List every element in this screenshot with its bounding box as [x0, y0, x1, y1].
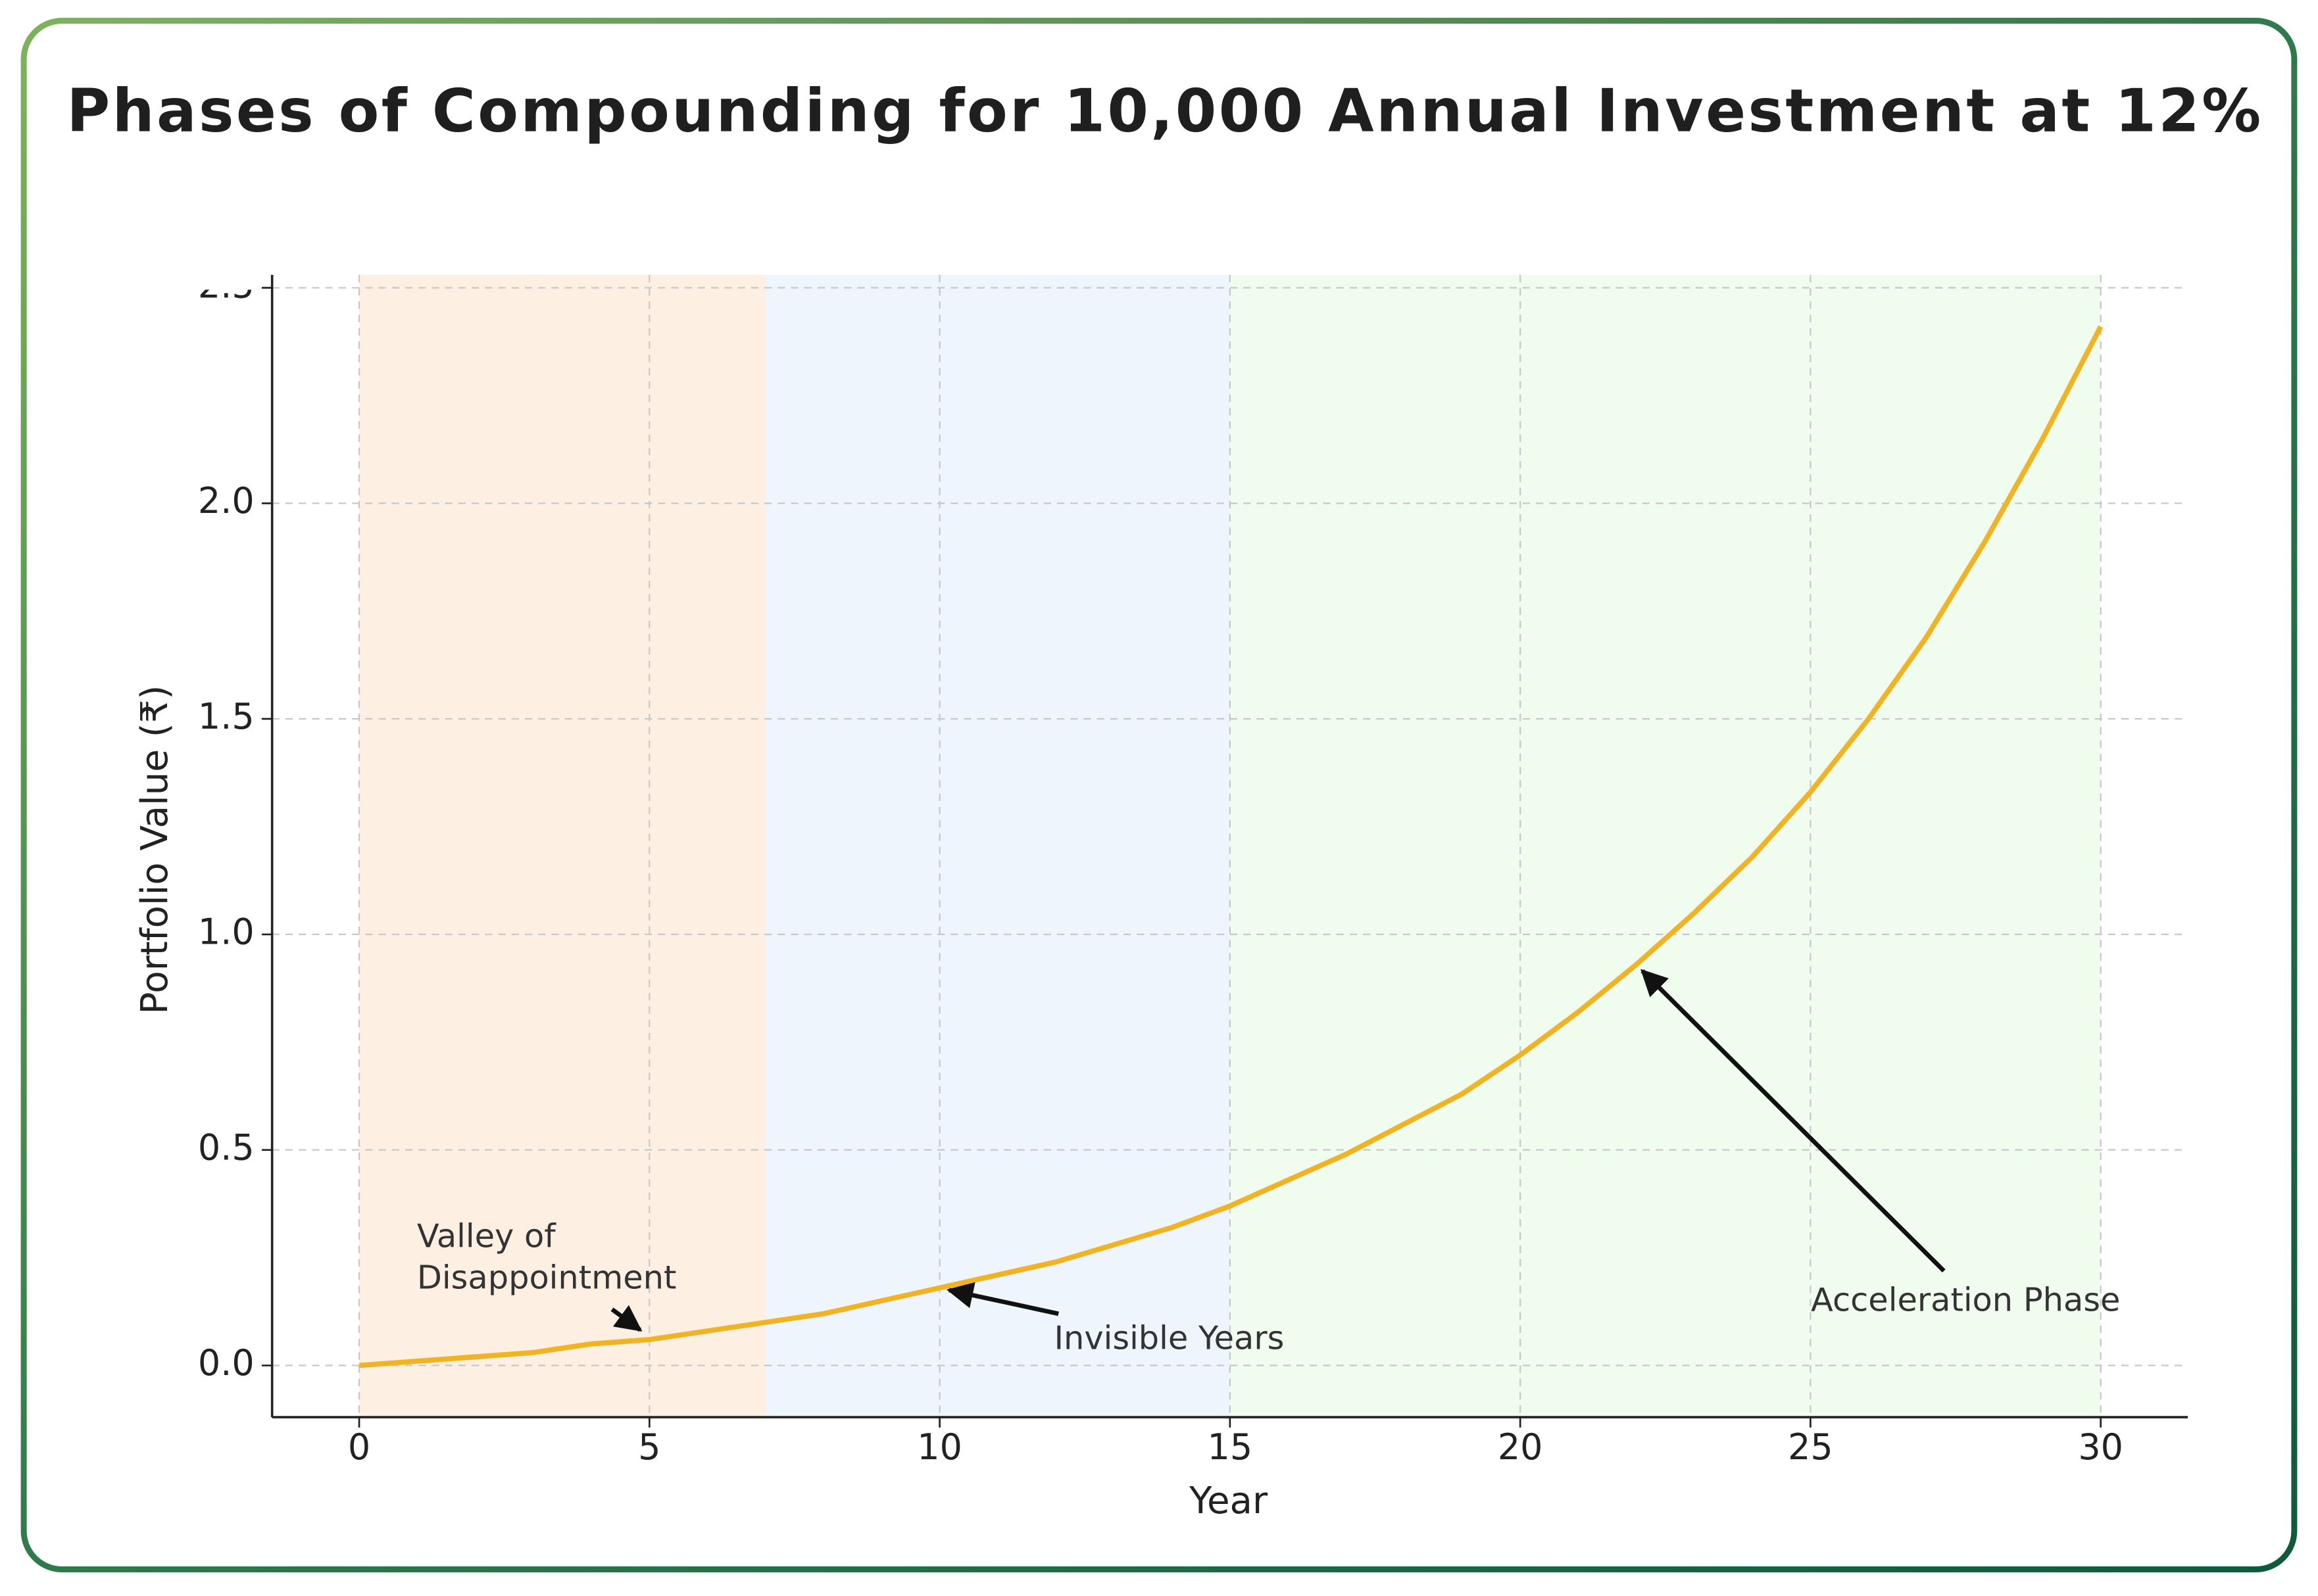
y-tick-label: 0.0	[198, 1342, 255, 1384]
annotation-arrow	[610, 1305, 643, 1332]
annotation-text: Acceleration Phase	[1811, 1280, 2120, 1318]
x-tick-label: 10	[917, 1426, 962, 1468]
grid: 0 5 10 15 20 25 30 0.0 0.5 1.0 1.5 2.0 2.5	[198, 264, 2188, 1468]
phase-band	[359, 274, 766, 1418]
annotation-text: Valley of	[417, 1217, 556, 1255]
x-tick-label: 30	[2078, 1426, 2123, 1468]
y-axis-label: Portfolio Value (₹)	[134, 685, 176, 1015]
annotation-text: Invisible Years	[1054, 1319, 1284, 1357]
x-tick-label: 15	[1208, 1426, 1253, 1468]
phase-band	[1229, 274, 2101, 1418]
y-tick-label: 1.5	[198, 696, 255, 737]
x-tick-label: 25	[1788, 1426, 1833, 1468]
y-tick-label: 1.0	[198, 911, 255, 953]
annotation-arrow	[946, 1282, 1059, 1317]
x-tick-label: 20	[1498, 1426, 1543, 1468]
x-tick-label: 0	[348, 1426, 370, 1468]
plot: Valley of Disappointment Invisible Years Ac…	[358, 325, 2120, 1368]
x-tick-label: 5	[638, 1426, 660, 1468]
phase-band	[765, 274, 1230, 1418]
y-tick-label: 2.0	[198, 480, 255, 521]
y-tick-label: 2.5	[198, 264, 255, 306]
annotation-arrow	[1640, 969, 1946, 1273]
phase-bands	[359, 274, 2101, 1418]
chart-title: Phases of Compounding for 10,000 Annual …	[66, 78, 2263, 146]
x-axis-label: Year	[1189, 1480, 1268, 1522]
line-series	[358, 325, 2104, 1368]
y-tick-label: 0.5	[198, 1126, 255, 1168]
annotation-text: Disappointment	[417, 1259, 676, 1297]
